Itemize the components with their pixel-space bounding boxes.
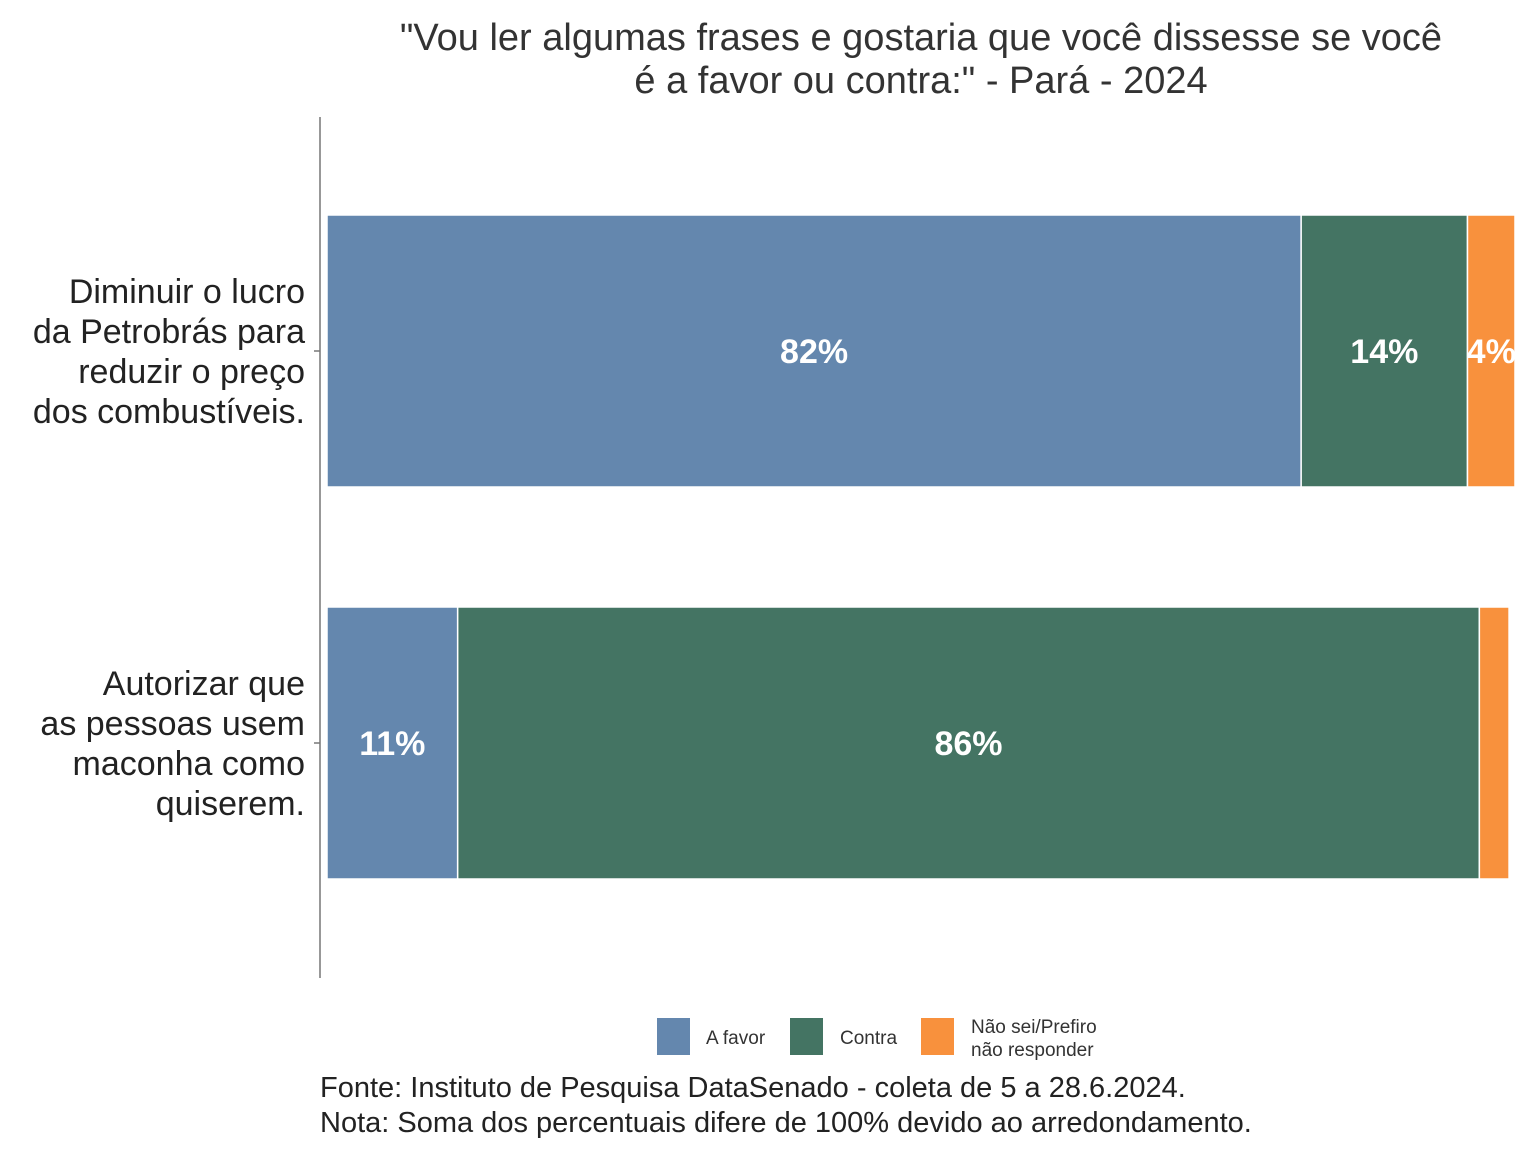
legend-label: Contra xyxy=(840,1028,897,1049)
bar-segment xyxy=(1466,214,1516,488)
bar-value-label: 82% xyxy=(780,333,848,371)
bar-segment xyxy=(326,214,1302,488)
legend-label: não responder xyxy=(971,1040,1094,1061)
chart-caption: Fonte: Instituto de Pesquisa DataSenado … xyxy=(320,1072,1252,1139)
category-label: dos combustíveis. xyxy=(33,393,305,431)
chart-title-line-1: "Vou ler algumas frases e gostaria que v… xyxy=(400,17,1442,59)
category-label: quiserem. xyxy=(156,785,305,823)
category-label: reduzir o preço xyxy=(78,353,305,391)
bar-segment xyxy=(1300,214,1469,488)
category-label: maconha como xyxy=(73,745,305,783)
bar-segment xyxy=(456,606,1481,880)
category-label: da Petrobrás para xyxy=(33,313,305,351)
legend-label: Não sei/Prefiro xyxy=(971,1017,1097,1038)
caption-source: Fonte: Instituto de Pesquisa DataSenado … xyxy=(320,1072,1186,1104)
bar-value-label: 11% xyxy=(359,725,425,763)
legend-swatch xyxy=(790,1018,823,1055)
bar-segment xyxy=(326,606,459,880)
chart-title: "Vou ler algumas frases e gostaria que v… xyxy=(400,17,1442,102)
caption-note: Nota: Soma dos percentuais difere de 100… xyxy=(320,1107,1252,1139)
bar-segment xyxy=(1478,606,1510,880)
bar-segments xyxy=(326,214,1516,880)
category-label: Autorizar que xyxy=(103,665,305,703)
bar-value-label: 4% xyxy=(1467,333,1516,371)
chart-title-line-2: é a favor ou contra:" - Pará - 2024 xyxy=(634,60,1207,102)
bar-value-label: 14% xyxy=(1350,333,1418,371)
legend-swatch xyxy=(657,1018,690,1055)
bar-value-label: 86% xyxy=(934,725,1002,763)
bar-value-labels: 82% 14% 4% 11% 86% xyxy=(359,333,1516,763)
legend-label: A favor xyxy=(706,1028,766,1049)
category-label: as pessoas usem xyxy=(40,705,305,743)
category-label: Diminuir o lucro xyxy=(69,273,305,311)
legend-swatch xyxy=(921,1018,954,1055)
